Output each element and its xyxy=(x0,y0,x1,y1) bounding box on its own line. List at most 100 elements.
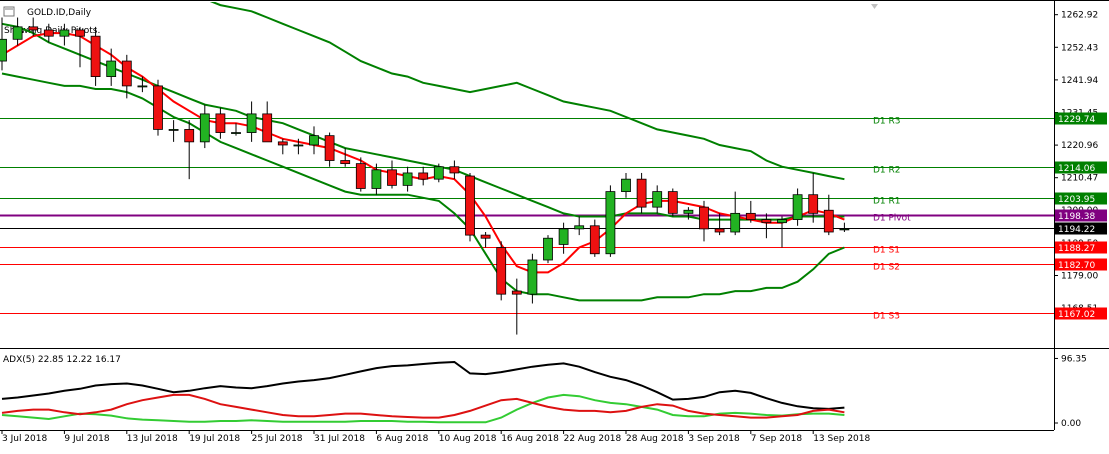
candle-body xyxy=(371,169,382,189)
time-tick-label: 7 Sep 2018 xyxy=(751,434,803,444)
pivot-line-label: D1 S2 xyxy=(873,263,900,273)
candle-body xyxy=(184,129,195,143)
candle-body xyxy=(621,178,631,192)
time-tick-label: 19 Jul 2018 xyxy=(189,434,240,444)
adx-plus-di-line xyxy=(1,393,845,424)
candle-body xyxy=(699,206,709,230)
adx-axis: 96.35 0.00 xyxy=(1054,354,1087,429)
candle-body xyxy=(839,228,850,231)
band-upper-line xyxy=(209,2,845,181)
pivot-line-label: D1 R3 xyxy=(873,117,901,127)
candle-body xyxy=(309,135,319,146)
candle-body xyxy=(761,219,772,224)
pivot-price-badge xyxy=(1055,161,1107,174)
candle-body xyxy=(215,113,226,133)
candle-body xyxy=(293,144,304,147)
time-tick-label: 10 Aug 2018 xyxy=(439,434,497,444)
current-price-badge-text: 1194.22 xyxy=(1058,225,1095,235)
adx-minus-di-line xyxy=(1,393,845,419)
candle-body xyxy=(168,129,179,131)
price-tick-label: 1210.47 xyxy=(1061,174,1098,184)
candle-body xyxy=(465,175,475,236)
band-lower-line xyxy=(1,72,845,302)
candle-body xyxy=(823,209,834,233)
candle-body xyxy=(262,113,273,143)
candle-body xyxy=(277,141,288,146)
time-tick-label: 22 Aug 2018 xyxy=(564,434,622,444)
candle-body xyxy=(527,259,538,295)
candle-body xyxy=(137,85,148,88)
candle-body xyxy=(730,212,741,233)
pivot-line-label: D1 S3 xyxy=(873,312,900,322)
scroll-indicator-icon[interactable] xyxy=(871,4,878,9)
pivot-price-badge-text: 1167.02 xyxy=(1058,310,1095,320)
candle-body xyxy=(28,26,39,31)
symbol-label: GOLD.ID,Daily xyxy=(27,8,92,18)
window-icon-bar xyxy=(5,8,13,10)
price-tick-label: 1241.94 xyxy=(1061,76,1098,86)
pivot-levels: D1 R3 D1 R2 D1 R1 D1 Pivot D1 S1 D1 S2 D1 S3 xyxy=(0,117,1054,322)
candlesticks xyxy=(0,17,850,335)
candle-body xyxy=(75,29,85,37)
pivot-price-badge xyxy=(1055,112,1107,125)
candle-body xyxy=(121,60,132,87)
candle-body xyxy=(0,38,7,62)
time-tick-label: 9 Jul 2018 xyxy=(64,434,109,444)
time-tick-label: 13 Sep 2018 xyxy=(813,434,870,444)
candle-body xyxy=(340,160,351,165)
pivot-line-label: D1 R2 xyxy=(873,166,901,176)
pivot-price-badge xyxy=(1055,258,1107,271)
candle-body xyxy=(589,225,600,255)
adx-label: ADX(5) 22.85 12.22 16.17 xyxy=(3,355,121,365)
candle-body xyxy=(433,166,444,180)
adx-tick-label: 96.35 xyxy=(1061,354,1087,364)
pivot-price-badge-text: 1214.06 xyxy=(1058,164,1095,174)
candle-body xyxy=(652,191,663,208)
candle-body xyxy=(231,132,241,134)
candle-body xyxy=(808,194,819,214)
candle-body xyxy=(90,35,101,77)
time-axis: 3 Jul 2018 9 Jul 2018 13 Jul 2018 19 Jul 20… xyxy=(1,430,871,444)
pivot-line-label: D1 Pivot xyxy=(873,214,911,224)
candle-body xyxy=(355,163,366,189)
pivot-price-badge-text: 1198.38 xyxy=(1058,212,1095,222)
pivot-line-label: D1 R1 xyxy=(873,197,901,207)
candle-body xyxy=(558,228,569,245)
candle-body xyxy=(496,247,507,295)
price-tick-label: 1252.43 xyxy=(1061,43,1098,53)
candle-body xyxy=(418,172,429,180)
candle-body xyxy=(387,169,397,186)
pivot-price-badge xyxy=(1055,307,1107,320)
candle-body xyxy=(199,113,210,143)
candle-body xyxy=(402,172,413,186)
pivot-price-badge xyxy=(1055,209,1107,222)
adx-main-line xyxy=(1,360,845,410)
pivot-price-badge-text: 1229.74 xyxy=(1058,115,1095,125)
candle-body xyxy=(636,178,647,208)
candle-body xyxy=(480,234,491,239)
window-icon xyxy=(3,6,15,17)
candle-body xyxy=(745,212,756,220)
candle-body xyxy=(59,29,70,37)
time-tick-label: 3 Sep 2018 xyxy=(688,434,740,444)
candle-body xyxy=(43,29,54,37)
pivot-price-badge-text: 1182.70 xyxy=(1058,261,1095,271)
candle-body xyxy=(12,26,23,40)
pivot-price-badge-text: 1203.95 xyxy=(1058,195,1095,205)
pivot-line-label: D1 S1 xyxy=(873,246,900,256)
adx-tick-label: 0.00 xyxy=(1061,419,1081,429)
candle-body xyxy=(106,60,117,77)
candle-body xyxy=(683,209,694,214)
time-tick-label: 6 Aug 2018 xyxy=(376,434,428,444)
candle-body xyxy=(543,237,553,261)
time-tick-label: 25 Jul 2018 xyxy=(252,434,303,444)
candle-body xyxy=(511,290,522,295)
candle-body xyxy=(605,191,616,255)
candle-body xyxy=(324,135,335,161)
candle-body xyxy=(153,85,163,130)
pivot-price-badge-text: 1188.27 xyxy=(1058,244,1095,254)
price-tick-label: 1220.96 xyxy=(1061,141,1098,151)
